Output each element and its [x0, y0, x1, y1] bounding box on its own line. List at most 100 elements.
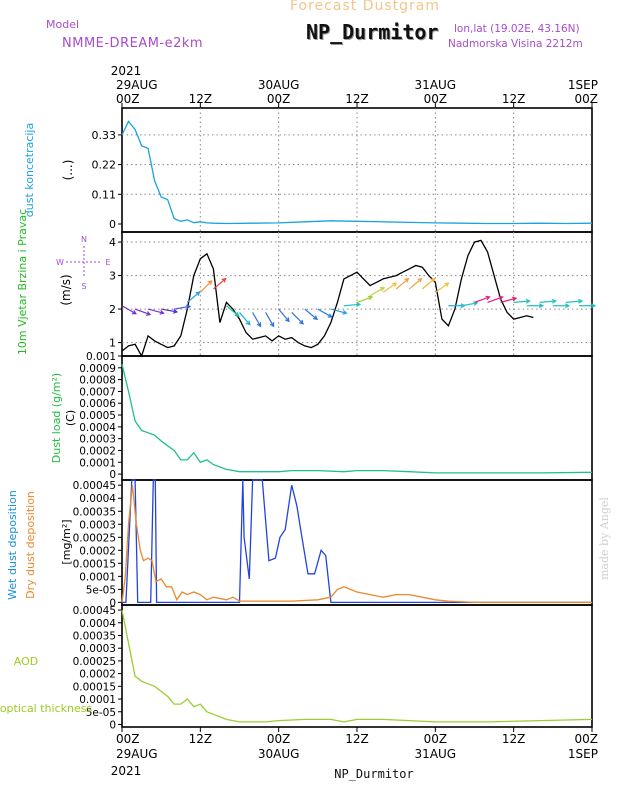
top-hour-label: 12Z	[502, 92, 526, 106]
deposition-series-line-1	[122, 479, 592, 604]
wind-vector	[317, 308, 333, 318]
wind-vector-head	[591, 303, 597, 309]
panel-frame-5	[121, 604, 593, 728]
wind-vector-shaft	[461, 302, 478, 307]
wind-vector-shaft	[330, 308, 347, 314]
y-tick-label: 0.22	[92, 159, 117, 172]
compass-w-label: W	[56, 258, 64, 267]
dust-concentration-unit: (...)	[61, 160, 75, 181]
y-tick-label: 0.00015	[73, 681, 116, 693]
wind-vector	[330, 308, 348, 315]
wind-vector-head	[577, 298, 584, 304]
y-tick-label: 0.0002	[79, 669, 116, 681]
bottom-hour-label: 00Z	[267, 732, 291, 746]
forecast-title: Forecast Dustgram	[290, 0, 440, 14]
wind-vector-head	[367, 295, 374, 301]
wind-vector-head	[392, 282, 398, 287]
wind-vector	[500, 296, 518, 303]
wind-vector-head	[146, 311, 152, 316]
wind-vector-shaft	[513, 300, 530, 303]
y-tick-label: 0.00035	[73, 506, 116, 518]
wind-vector-shaft	[487, 296, 503, 303]
y-tick-label: 0.0008	[79, 375, 116, 387]
dust-load-ylabel: Dust load (g/m²)	[50, 373, 63, 463]
wind-vector-head	[512, 296, 518, 302]
wind-vector-shaft	[304, 308, 318, 320]
wind-vector-shaft	[434, 282, 449, 293]
wind-vector-head	[269, 322, 275, 328]
wind-vector-head	[234, 312, 240, 317]
top-date-label: 29AUG	[116, 78, 158, 92]
wind-vector	[161, 308, 179, 314]
dry-deposition-ylabel: Dry dust deposition	[24, 491, 37, 599]
wind-vector	[539, 298, 557, 304]
wind-vector-shaft	[239, 312, 251, 326]
top-year-label: 2021	[111, 64, 142, 78]
wind-vector	[213, 277, 227, 290]
y-tick-label: 4	[109, 236, 116, 249]
y-tick-label: 0.00045	[73, 480, 116, 492]
wind-vector	[408, 277, 423, 290]
y-tick-label: 0.0001	[79, 571, 116, 583]
compass-rose	[66, 246, 102, 278]
y-tick-label: 5e-05	[86, 707, 116, 719]
wind-vector	[395, 277, 410, 290]
wind-vector-shaft	[265, 312, 275, 327]
wind-vector-head	[430, 277, 436, 283]
y-tick-label: 0.0002	[79, 545, 116, 557]
wind-vector-head	[379, 287, 385, 292]
bottom-hour-label: 00Z	[575, 732, 599, 746]
deposition-unit: [mg/m²]	[60, 519, 73, 564]
wind-vector	[487, 295, 504, 303]
top-date-label: 1SEP	[568, 78, 598, 92]
bottom-hour-label: 12Z	[345, 732, 369, 746]
y-tick-label: 0	[109, 218, 116, 231]
wind-vector-shaft	[395, 278, 409, 290]
dust-concentration-series-line-1	[121, 120, 593, 225]
compass-n-label: N	[81, 235, 87, 244]
top-hour-label: 00Z	[424, 92, 448, 106]
compass-e-label: E	[105, 258, 110, 267]
wind-vector-shaft	[213, 278, 227, 290]
wind-vector	[434, 282, 450, 293]
wind-vector-shaft	[186, 291, 200, 303]
wind-vector-head	[355, 302, 362, 308]
wind-vector-shaft	[356, 296, 373, 303]
bottom-date-label: 31AUG	[415, 747, 457, 761]
wind-vector	[356, 295, 374, 303]
y-tick-label: 0.0006	[79, 398, 116, 410]
wind-vector	[291, 312, 304, 325]
wind-vector-head	[417, 277, 423, 283]
wind-vector-head	[444, 282, 450, 287]
dust-concentration-ylabel: dust koncetracija	[23, 123, 36, 217]
wind-vector	[278, 308, 290, 323]
bottom-date-label: 30AUG	[258, 747, 300, 761]
wind-vector-shaft	[226, 305, 240, 317]
wind-vector	[304, 308, 318, 321]
aod-optical-thickness-label: optical thickness	[0, 702, 92, 715]
wind-vector-shaft	[291, 312, 304, 325]
wind-vector-shaft	[474, 296, 490, 303]
y-tick-label: 0.0009	[79, 363, 116, 375]
wind-vector-head	[525, 298, 531, 304]
wind-vector	[121, 305, 137, 315]
model-name: NMME-DREAM-e2km	[62, 36, 204, 51]
wind-vector-shaft	[369, 287, 385, 297]
station-title: NP_Durmitor	[306, 20, 439, 44]
y-tick-label: 0.00025	[73, 532, 116, 544]
wind-vector	[382, 282, 398, 293]
wind-vector-shaft	[408, 278, 422, 290]
lonlat-label: lon,lat (19.02E, 43.16N)	[454, 23, 580, 35]
wind-vector-head	[312, 315, 318, 321]
bottom-date-label: 1SEP	[568, 747, 598, 761]
panel-frame-4	[121, 479, 593, 606]
y-tick-label: 0.0003	[79, 434, 116, 446]
wind-vector-head	[185, 304, 192, 310]
wind-vector-head	[485, 295, 491, 301]
top-hour-label: 00Z	[267, 92, 291, 106]
wind-vector-shaft	[421, 278, 435, 290]
wind-vector	[174, 304, 192, 310]
wind-vector-shaft	[343, 303, 360, 307]
wind-vector-shaft	[565, 300, 582, 303]
